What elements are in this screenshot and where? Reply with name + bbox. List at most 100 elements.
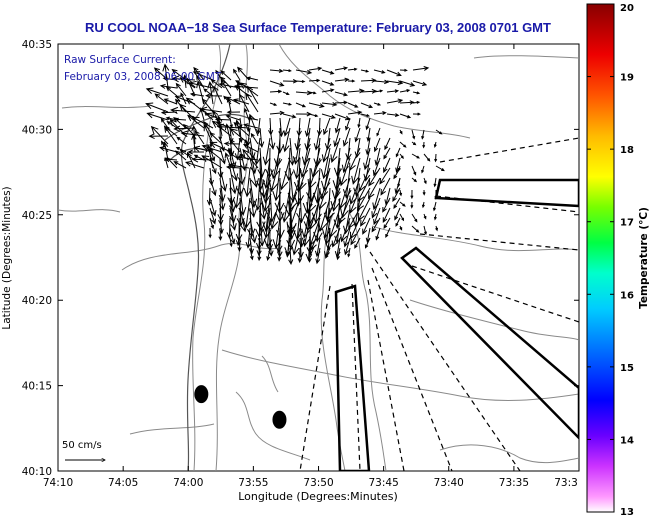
y-tick-label: 40:30 [22, 124, 52, 136]
x-tick-label: 73:55 [238, 477, 268, 489]
current-vector [219, 167, 228, 192]
current-vector [354, 127, 361, 143]
current-vector [367, 177, 381, 200]
scale-label: 50 cm/s [62, 440, 102, 451]
current-vector [154, 93, 169, 105]
current-vector [386, 69, 402, 77]
current-vector [160, 117, 169, 129]
current-vector [282, 102, 293, 106]
current-vector [207, 81, 214, 105]
current-vector [146, 112, 169, 121]
x-tick-label: 74:05 [108, 477, 138, 489]
current-vector [383, 217, 391, 229]
current-vector [191, 133, 197, 153]
current-vector [399, 213, 405, 222]
current-vector [162, 63, 170, 89]
radar-beams [299, 137, 579, 471]
current-vector [334, 117, 341, 134]
current-vector [350, 227, 361, 246]
current-vector [432, 201, 437, 212]
current-vector [247, 85, 259, 105]
current-vector [321, 113, 337, 119]
current-vector [159, 83, 178, 89]
y-axis: 40:10 40:15 40:20 40:25 40:30 40:35 [22, 39, 579, 478]
buoy-marker [194, 385, 209, 404]
current-vector [175, 82, 187, 97]
current-vector [170, 106, 196, 115]
current-vector [301, 217, 311, 248]
current-vector [285, 237, 291, 258]
current-vector [333, 147, 343, 177]
current-vector [334, 77, 350, 83]
current-vector [360, 113, 371, 117]
current-vector [399, 153, 404, 160]
current-vector [347, 88, 365, 94]
current-vector [179, 77, 196, 89]
current-vector [211, 120, 232, 137]
current-vector [434, 153, 438, 163]
current-vector [248, 177, 258, 209]
current-vector [228, 187, 236, 213]
current-vector [371, 217, 381, 233]
y-tick-label: 40:35 [22, 39, 52, 51]
current-vector [239, 207, 248, 233]
annotation-line-2: February 03, 2008 06:00 GMT [64, 71, 222, 83]
current-vector [345, 117, 351, 131]
current-vector [234, 137, 242, 161]
current-vector [306, 227, 315, 256]
current-vector [282, 91, 290, 95]
current-vector [269, 102, 278, 106]
current-vector [334, 100, 349, 105]
current-vector [269, 80, 285, 87]
current-vector [297, 247, 303, 264]
current-vector [421, 165, 425, 174]
current-vector [245, 92, 259, 113]
current-vector [365, 117, 371, 131]
current-vector [301, 207, 311, 239]
radar-beam-boxes [334, 178, 579, 471]
current-vector [229, 117, 233, 129]
current-vector [332, 157, 342, 191]
current-vector [180, 130, 205, 138]
current-vector [246, 76, 259, 81]
colorbar-tick-label: 16 [620, 290, 634, 301]
current-vector [243, 123, 259, 129]
current-vector [295, 79, 306, 83]
current-vector [295, 90, 313, 96]
colorbar-tick-label: 14 [620, 435, 634, 446]
current-vector [226, 110, 241, 115]
x-tick-label: 74:00 [173, 477, 203, 489]
current-vector [322, 207, 331, 239]
current-vector [321, 80, 335, 86]
current-vector [187, 149, 204, 155]
current-vector [257, 147, 266, 179]
x-axis-label: Longitude (Degrees:Minutes) [238, 490, 398, 503]
current-vector [412, 80, 428, 86]
current-vector [411, 141, 417, 146]
current-vector [145, 102, 169, 113]
current-vector [422, 141, 426, 149]
current-vector [373, 79, 390, 85]
current-vector [308, 66, 323, 71]
colorbar-label: Temperature (°C) [638, 207, 650, 309]
current-vector [308, 78, 321, 83]
current-vector [399, 141, 407, 148]
current-vector [339, 157, 351, 187]
current-vector [397, 177, 401, 188]
current-vector [288, 247, 294, 266]
x-tick-label: 73:40 [434, 477, 464, 489]
current-vector [291, 227, 301, 256]
current-vector [360, 88, 378, 94]
current-vector [262, 137, 271, 166]
current-vector [232, 98, 250, 105]
current-vector [371, 197, 381, 219]
current-vector [347, 110, 363, 115]
current-vector [334, 66, 349, 71]
current-vector [176, 136, 187, 145]
current-vector [296, 187, 306, 224]
current-vector [434, 189, 438, 200]
current-vector [163, 98, 178, 105]
current-vector [297, 237, 304, 259]
current-vector [304, 127, 311, 151]
current-vector [423, 177, 427, 185]
